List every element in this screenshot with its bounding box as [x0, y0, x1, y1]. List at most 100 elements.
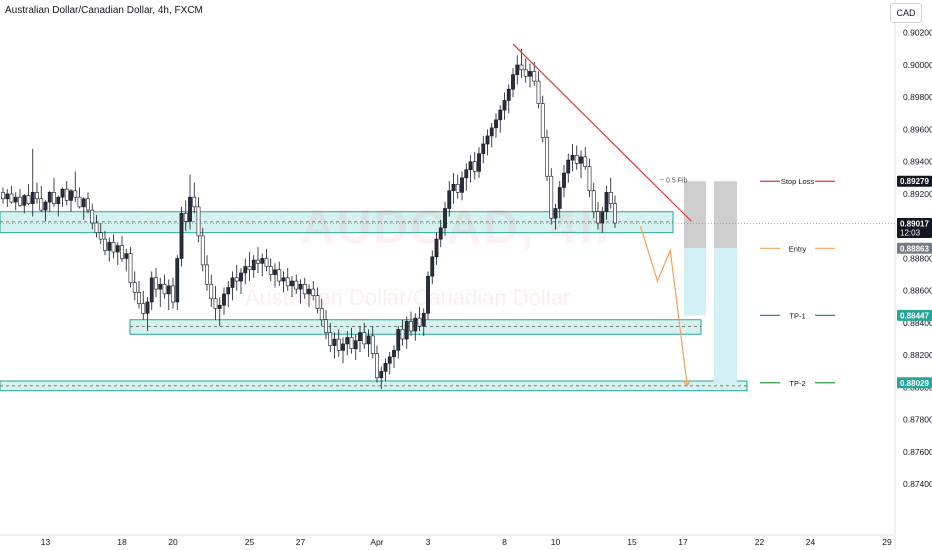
candle-body [9, 193, 14, 203]
y-tick-label: 0.88200 [903, 350, 932, 360]
candle-body [124, 253, 129, 259]
y-tick-label: 0.87600 [903, 447, 932, 457]
candle-body [460, 177, 464, 193]
candle-body [328, 332, 333, 346]
candle-body [464, 169, 469, 179]
candle-body [30, 192, 35, 204]
take-profit-box [684, 248, 706, 316]
candle-body [94, 222, 99, 233]
candle-body [366, 335, 371, 345]
candle-body [234, 277, 239, 282]
candle-body [13, 196, 18, 203]
candle-body [332, 338, 337, 346]
candle-body [396, 329, 401, 351]
stop-loss-box [684, 181, 706, 249]
y-tick-label: 0.89600 [903, 124, 932, 134]
price-tag [897, 175, 932, 187]
fib-label: 0.5 Fib [666, 177, 688, 184]
candle-body [468, 161, 473, 171]
candle-body [557, 187, 562, 209]
candle-body [213, 298, 218, 309]
candle-body [166, 285, 171, 295]
candle-body [502, 100, 507, 111]
candle-body [319, 308, 324, 321]
price-tag-countdown: 12:03 [900, 228, 921, 237]
candle-body [196, 206, 201, 237]
candle-body [290, 280, 294, 287]
candle-body [545, 137, 549, 177]
x-tick-label: 20 [168, 537, 178, 547]
candle-body [375, 353, 379, 379]
x-tick-label: 29 [882, 537, 892, 547]
candle-body [362, 332, 367, 345]
candle-body [553, 208, 558, 219]
candle-body [345, 337, 350, 345]
x-tick-label: 17 [678, 537, 688, 547]
candle-body [141, 303, 146, 314]
candle-body [137, 292, 141, 304]
level-label-tp: TP-1 [789, 311, 805, 320]
candle-body [256, 259, 260, 264]
candle-body [387, 356, 392, 364]
candle-body [579, 156, 583, 164]
candle-body [200, 235, 205, 266]
candle-body [243, 266, 248, 274]
candle-body [506, 88, 511, 101]
candle-body [315, 295, 320, 309]
candle-body [120, 245, 124, 259]
candle-body [90, 209, 95, 224]
candle-body [26, 195, 31, 204]
candle-body [43, 201, 48, 211]
candle-body [247, 266, 252, 271]
candle-body [481, 143, 486, 154]
level-label-entry: Entry [789, 244, 807, 253]
candle-body [540, 103, 545, 138]
candle-body [341, 343, 345, 351]
candle-body [443, 208, 447, 229]
x-tick-label: 24 [806, 537, 816, 547]
candle-body [264, 258, 269, 267]
candle-body [285, 277, 290, 287]
y-tick-label: 0.88600 [903, 286, 932, 296]
candle-body [596, 211, 600, 224]
candle-body [86, 198, 90, 211]
candle-body [281, 277, 286, 282]
candle-body [205, 264, 209, 285]
candle-body [239, 272, 243, 282]
x-tick-label: Apr [370, 537, 383, 547]
y-tick-label: 0.87800 [903, 415, 932, 425]
candle-body [528, 71, 532, 77]
candle-body [519, 64, 524, 71]
candle-body [294, 280, 299, 290]
candle-body [273, 269, 277, 275]
price-tag-text: 0.89017 [900, 219, 929, 228]
candle-body [417, 317, 422, 327]
x-tick-label: 22 [755, 537, 765, 547]
candle-body [226, 287, 231, 295]
candle-body [18, 196, 22, 206]
candle-body [154, 277, 158, 290]
candle-body [132, 282, 137, 293]
candle-body [413, 317, 418, 332]
candle-body [222, 293, 226, 306]
y-tick-label: 0.89800 [903, 92, 932, 102]
candle-body [549, 175, 554, 219]
price-tag [897, 377, 932, 389]
downtrend-line [512, 43, 692, 222]
candle-body [477, 153, 481, 172]
currency-button[interactable]: CAD [890, 3, 922, 23]
candle-body [498, 109, 503, 121]
candle-body [421, 312, 426, 327]
candle-body [115, 245, 120, 253]
price-tag [897, 242, 932, 254]
candle-body [392, 350, 396, 358]
candle-body [455, 183, 460, 193]
candle-body [426, 275, 430, 314]
candle-body [608, 192, 613, 204]
candle-body [171, 285, 175, 303]
x-tick-label: 13 [41, 537, 51, 547]
candle-body [562, 172, 566, 188]
candle-body [1, 192, 5, 200]
x-tick-label: 3 [426, 537, 431, 547]
